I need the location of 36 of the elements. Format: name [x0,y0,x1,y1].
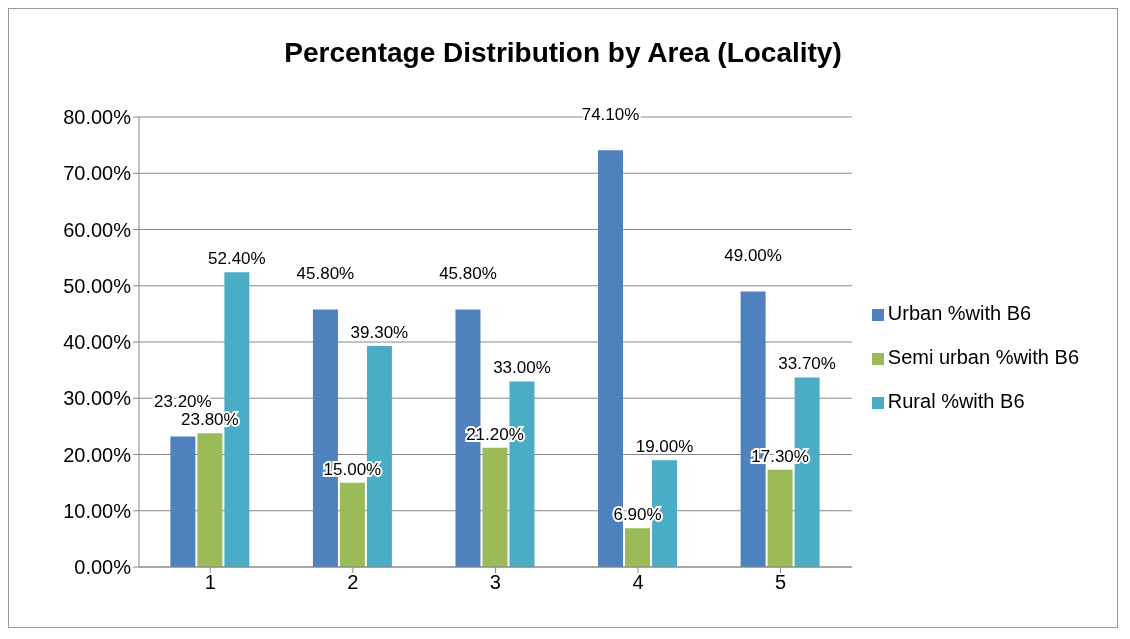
y-tick-label: 70.00% [63,162,132,185]
y-tick-label: 60.00% [63,218,132,241]
data-label: 45.80% [296,264,355,284]
y-tick-label: 40.00% [63,331,132,354]
x-tick-label: 3 [489,571,501,594]
data-label: 33.00% [493,358,551,378]
data-label: 52.40% [208,249,266,269]
bar [170,436,196,567]
legend-label: Rural %with B6 [887,390,1025,412]
data-label: 19.00% [635,437,694,457]
data-label: 21.20% [466,424,524,444]
data-label: 49.00% [724,246,782,266]
chart-title: Percentage Distribution by Area (Locality) [283,36,843,70]
y-tick-label: 0.00% [74,556,132,579]
x-tick-label: 4 [632,571,644,594]
data-label: 17.30% [751,446,809,466]
y-tick-label: 50.00% [63,274,132,297]
bar [197,433,223,567]
legend-label: Urban %with B6 [887,302,1032,324]
bar [482,447,508,567]
bar [625,528,651,567]
x-tick-label: 1 [204,571,216,594]
x-tick-label: 5 [774,571,787,594]
data-label: 39.30% [350,322,409,342]
y-tick-label: 80.00% [63,106,132,129]
data-label: 23.20% [154,391,212,411]
data-label: 45.80% [439,264,497,284]
y-tick-label: 30.00% [63,387,132,410]
legend-label: Semi urban %with B6 [887,346,1079,368]
bar [767,469,793,567]
x-tick-label: 2 [347,571,359,594]
y-tick-label: 20.00% [63,443,132,466]
bar [339,482,365,567]
data-label: 33.70% [778,354,836,374]
y-tick-label: 10.00% [63,499,132,522]
data-label: 74.10% [581,105,640,125]
